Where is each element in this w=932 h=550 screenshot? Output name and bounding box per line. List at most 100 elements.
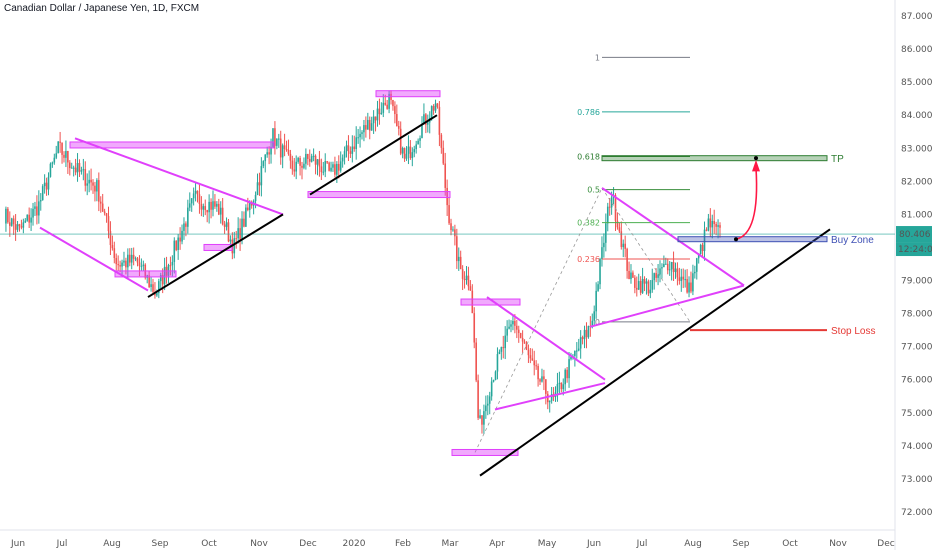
y-tick-label: 87.000 bbox=[901, 12, 932, 22]
candle-body bbox=[208, 201, 210, 213]
candle-body bbox=[45, 182, 48, 190]
candle-body bbox=[486, 403, 489, 406]
candle-body bbox=[339, 161, 342, 171]
y-tick-label: 73.000 bbox=[901, 475, 932, 485]
candle-body bbox=[717, 225, 719, 227]
candle-body bbox=[620, 231, 623, 248]
candle-body bbox=[438, 106, 441, 135]
candle-body bbox=[256, 182, 259, 196]
candle-body bbox=[78, 162, 81, 172]
candle-body bbox=[223, 224, 226, 227]
candle-body bbox=[378, 108, 381, 115]
triangle-trendline bbox=[601, 187, 745, 287]
candle-body bbox=[291, 160, 294, 170]
candle-body bbox=[310, 156, 313, 162]
candle-body bbox=[305, 153, 307, 164]
candle-body bbox=[411, 152, 414, 159]
candle-body bbox=[330, 167, 332, 171]
candle-body bbox=[703, 229, 706, 252]
candle-body bbox=[12, 218, 15, 225]
candle-body bbox=[413, 149, 416, 153]
candle-body bbox=[715, 224, 717, 227]
candle-body bbox=[159, 275, 162, 282]
candle-body bbox=[593, 311, 596, 321]
candle-body bbox=[355, 137, 357, 149]
candle-body bbox=[200, 203, 203, 210]
candle-body bbox=[202, 206, 205, 210]
x-tick-label: Mar bbox=[442, 539, 459, 549]
candle-body bbox=[32, 208, 34, 218]
candle-body bbox=[705, 229, 708, 231]
candle-body bbox=[448, 205, 450, 224]
candle-body bbox=[181, 230, 183, 242]
candle-body bbox=[670, 262, 673, 270]
candle-body bbox=[699, 244, 702, 255]
fib-label: 0 bbox=[595, 318, 600, 327]
candle-body bbox=[179, 237, 181, 242]
candle-body bbox=[672, 262, 675, 273]
candle-body bbox=[125, 260, 127, 268]
candle-body bbox=[531, 358, 534, 361]
candle-body bbox=[188, 203, 191, 208]
x-tick-label: Feb bbox=[395, 539, 411, 549]
candle-body bbox=[684, 279, 686, 281]
candle-body bbox=[545, 379, 547, 394]
support-resistance-zone bbox=[307, 191, 451, 199]
candle-body bbox=[274, 128, 276, 146]
candle-body bbox=[347, 145, 350, 152]
candle-body bbox=[581, 337, 584, 340]
candle-body bbox=[570, 356, 572, 360]
candle-body bbox=[293, 169, 296, 172]
candle-body bbox=[111, 245, 114, 249]
candle-body bbox=[386, 104, 388, 109]
candle-body bbox=[668, 269, 671, 271]
y-tick-label: 75.000 bbox=[901, 409, 932, 419]
candle-body bbox=[318, 159, 321, 167]
candle-body bbox=[517, 329, 520, 333]
support-trendline bbox=[147, 213, 284, 298]
candle-body bbox=[258, 182, 261, 186]
candle-body bbox=[219, 207, 222, 215]
candle-body bbox=[680, 276, 683, 281]
candle-body bbox=[254, 195, 257, 202]
candle-body bbox=[243, 218, 245, 227]
candle-body bbox=[564, 369, 566, 385]
candle-body bbox=[119, 265, 121, 267]
candle-body bbox=[525, 343, 528, 350]
candle-body bbox=[440, 134, 443, 148]
x-tick-label: Oct bbox=[782, 539, 798, 549]
candle-body bbox=[622, 243, 625, 248]
candle-body bbox=[688, 282, 690, 293]
candle-body bbox=[247, 207, 249, 210]
candle-body bbox=[653, 273, 656, 281]
candle-body bbox=[210, 201, 212, 210]
candle-body bbox=[328, 162, 330, 171]
candle-body bbox=[494, 371, 497, 380]
arrow-head bbox=[752, 159, 760, 172]
support-resistance-zone bbox=[203, 243, 233, 251]
candle-body bbox=[351, 146, 354, 154]
candle-body bbox=[343, 151, 346, 158]
candle-body bbox=[641, 278, 644, 293]
candle-body bbox=[353, 146, 356, 149]
candle-body bbox=[26, 214, 29, 221]
candle-body bbox=[86, 183, 89, 186]
candle-body bbox=[196, 190, 199, 195]
y-tick-label: 84.000 bbox=[901, 111, 932, 121]
candle-body bbox=[314, 155, 317, 165]
candle-body bbox=[227, 222, 230, 242]
candle-body bbox=[277, 138, 280, 140]
candle-body bbox=[76, 162, 79, 173]
candle-body bbox=[459, 256, 462, 270]
candle-body bbox=[235, 238, 238, 240]
candle-body bbox=[415, 144, 417, 150]
candle-body bbox=[324, 161, 327, 172]
candle-body bbox=[634, 277, 636, 288]
candle-body bbox=[663, 263, 665, 268]
candle-body bbox=[105, 213, 108, 217]
candle-body bbox=[194, 190, 197, 194]
candle-body bbox=[558, 382, 561, 385]
candle-body bbox=[150, 284, 152, 288]
candle-body bbox=[512, 320, 514, 325]
